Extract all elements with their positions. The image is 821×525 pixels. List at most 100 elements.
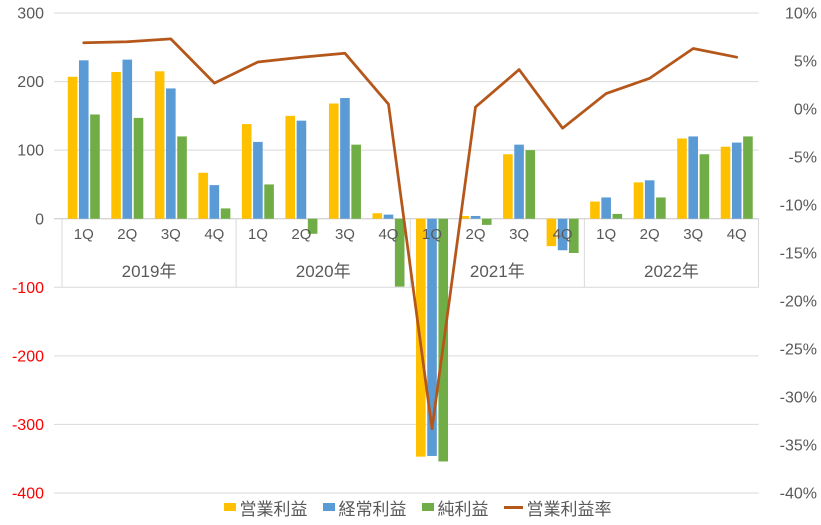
right-axis-tick-label: -30% bbox=[780, 390, 817, 407]
net-profit-bar-2020年-2Q bbox=[307, 218, 318, 234]
operating-profit-bar-2019年-4Q bbox=[198, 172, 208, 219]
left-axis-tick-label: 100 bbox=[17, 143, 44, 160]
year-label: 2022年 bbox=[644, 262, 699, 281]
legend-item-operating-profit: 営業利益 bbox=[223, 495, 308, 520]
net-profit-bar-2020年-3Q bbox=[351, 144, 361, 219]
quarter-label: 1Q bbox=[74, 226, 94, 243]
net-profit-bar-2022年-3Q bbox=[699, 154, 710, 219]
right-axis-labels: 10% 5% 0% -5% -10% -15% -20% -25% -30% -35% -40% bbox=[780, 6, 817, 503]
legend-marker-ordinary-profit bbox=[322, 503, 335, 511]
quarter-label: 2Q bbox=[117, 226, 137, 243]
right-axis-tick-label: 5% bbox=[794, 54, 817, 71]
net-profit-bar-2020年-4Q bbox=[394, 218, 405, 287]
net-profit-bar-2022年-1Q bbox=[612, 213, 623, 219]
net-profit-bar-2019年-2Q bbox=[133, 117, 144, 219]
left-axis-tick-label: 300 bbox=[17, 6, 44, 23]
net-profit-bar-2021年-2Q bbox=[481, 218, 492, 225]
right-axis-tick-label: -15% bbox=[780, 246, 817, 263]
net-profit-bar-2019年-4Q bbox=[220, 208, 231, 219]
operating-profit-bar-2021年-3Q bbox=[503, 154, 513, 219]
net-profit-bar-2019年-1Q bbox=[90, 114, 100, 219]
operating-profit-bar-2022年-3Q bbox=[677, 138, 687, 219]
left-axis-tick-label: 200 bbox=[17, 74, 44, 91]
legend-item-ordinary-profit: 経常利益 bbox=[322, 495, 407, 520]
ordinary-profit-bar-2020年-2Q bbox=[296, 120, 307, 219]
quarter-label: 4Q bbox=[553, 226, 573, 243]
right-axis-tick-label: -25% bbox=[780, 342, 817, 359]
ordinary-profit-bar-2019年-2Q bbox=[122, 59, 133, 219]
left-axis-tick-label: -100 bbox=[12, 280, 44, 297]
quarter-labels: 1Q 2Q 3Q 4Q 1Q 2Q 3Q 4Q 1Q 2Q 3Q 4Q 1Q 2Q 3Q 4Q bbox=[74, 226, 747, 243]
line-series-operating-margin bbox=[82, 37, 739, 431]
right-axis-tick-label: -10% bbox=[780, 198, 817, 215]
year-label: 2019年 bbox=[122, 262, 177, 281]
operating-profit-bar-2022年-4Q bbox=[720, 146, 731, 219]
bar-series-ordinary-profit bbox=[78, 59, 742, 456]
legend-marker-net-profit bbox=[421, 503, 434, 511]
legend-line-marker-operating-margin bbox=[503, 505, 523, 509]
operating-profit-bar-2019年-1Q bbox=[67, 76, 78, 219]
year-label: 2020年 bbox=[296, 262, 351, 281]
net-profit-bar-2020年-1Q bbox=[264, 184, 274, 219]
quarter-label: 4Q bbox=[727, 226, 747, 243]
ordinary-profit-bar-2019年-4Q bbox=[209, 185, 220, 219]
quarter-label: 2Q bbox=[466, 226, 486, 243]
quarter-label: 1Q bbox=[248, 226, 268, 243]
operating-profit-bar-2020年-4Q bbox=[372, 213, 383, 219]
ordinary-profit-bar-2022年-3Q bbox=[688, 136, 699, 219]
ordinary-profit-bar-2019年-3Q bbox=[166, 88, 176, 219]
operating-profit-bar-2021年-4Q bbox=[546, 218, 557, 247]
operating-profit-bar-2019年-3Q bbox=[154, 71, 165, 219]
ordinary-profit-bar-2020年-4Q bbox=[383, 214, 394, 219]
right-axis-tick-label: 10% bbox=[785, 6, 817, 23]
net-profit-bar-2019年-3Q bbox=[177, 136, 187, 219]
net-profit-bar-2022年-4Q bbox=[743, 136, 753, 219]
ordinary-profit-bar-2021年-1Q bbox=[427, 218, 437, 456]
quarter-label: 2Q bbox=[640, 226, 660, 243]
ordinary-profit-bar-2021年-3Q bbox=[514, 144, 524, 219]
legend-label-ordinary-profit: 経常利益 bbox=[338, 499, 407, 519]
ordinary-profit-bar-2019年-1Q bbox=[78, 60, 89, 219]
legend-item-operating-margin: 営業利益率 bbox=[503, 495, 612, 520]
quarter-label: 4Q bbox=[378, 226, 398, 243]
operating-profit-bar-2019年-2Q bbox=[111, 71, 121, 219]
category-band bbox=[61, 218, 759, 288]
operating-profit-bar-2020年-1Q bbox=[241, 124, 252, 219]
quarter-label: 1Q bbox=[596, 226, 616, 243]
left-axis-tick-label: -200 bbox=[12, 348, 44, 365]
net-profit-bar-2022年-2Q bbox=[656, 197, 666, 219]
operating-profit-bar-2020年-3Q bbox=[328, 103, 339, 219]
right-axis-tick-label: -35% bbox=[780, 438, 817, 455]
quarter-label: 3Q bbox=[335, 226, 355, 243]
right-axis-tick-label: -40% bbox=[780, 486, 817, 503]
quarter-label: 3Q bbox=[161, 226, 181, 243]
right-axis-tick-label: -20% bbox=[780, 294, 817, 311]
left-axis-labels: 300 200 100 0 -100 -200 -300 -400 bbox=[12, 6, 44, 503]
operating-profit-bar-2022年-1Q bbox=[590, 201, 600, 219]
ordinary-profit-bar-2020年-3Q bbox=[340, 98, 350, 219]
left-axis-tick-label: -400 bbox=[12, 486, 44, 503]
chart-legend: 営業利益 経常利益 純利益 営業利益率 bbox=[0, 492, 821, 522]
right-axis-tick-label: 0% bbox=[794, 102, 817, 119]
ordinary-profit-bar-2022年-1Q bbox=[601, 197, 611, 219]
legend-item-net-profit: 純利益 bbox=[421, 495, 489, 520]
ordinary-profit-bar-2021年-2Q bbox=[470, 215, 481, 219]
left-axis-tick-label: 0 bbox=[35, 211, 44, 228]
quarter-label: 1Q bbox=[422, 226, 442, 243]
quarter-label: 2Q bbox=[291, 226, 311, 243]
ordinary-profit-bar-2022年-4Q bbox=[731, 142, 742, 219]
ordinary-profit-bar-2020年-1Q bbox=[253, 141, 263, 219]
right-axis-tick-label: -5% bbox=[789, 150, 817, 167]
operating-profit-bar-2021年-2Q bbox=[459, 215, 470, 219]
left-axis-tick-label: -300 bbox=[12, 417, 44, 434]
year-labels: 2019年 2020年 2021年 2022年 bbox=[122, 262, 699, 281]
legend-label-operating-margin: 営業利益率 bbox=[526, 499, 612, 519]
legend-label-net-profit: 純利益 bbox=[437, 499, 489, 519]
operating-profit-bar-2020年-2Q bbox=[285, 115, 296, 219]
ordinary-profit-bar-2022年-2Q bbox=[644, 180, 655, 219]
quarter-label: 3Q bbox=[509, 226, 529, 243]
legend-label-operating-profit: 営業利益 bbox=[239, 499, 308, 519]
quarter-label: 4Q bbox=[204, 226, 224, 243]
